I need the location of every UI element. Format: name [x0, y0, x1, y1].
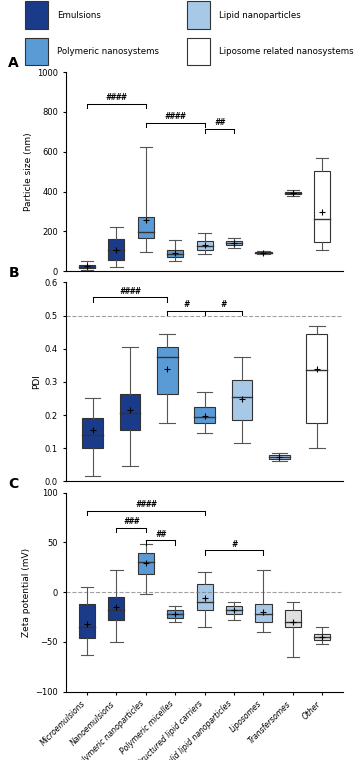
Text: #: # — [232, 540, 237, 549]
FancyBboxPatch shape — [314, 634, 330, 640]
FancyBboxPatch shape — [108, 239, 125, 260]
FancyBboxPatch shape — [25, 37, 48, 65]
Text: #: # — [183, 300, 188, 309]
Text: #: # — [221, 300, 226, 309]
Text: B: B — [8, 267, 19, 280]
FancyBboxPatch shape — [285, 192, 301, 194]
Text: C: C — [8, 477, 19, 491]
Text: Lipid nanoparticles: Lipid nanoparticles — [219, 11, 301, 20]
FancyBboxPatch shape — [157, 347, 178, 394]
FancyBboxPatch shape — [232, 380, 252, 420]
Text: ####: #### — [106, 93, 127, 103]
Y-axis label: Particle size (nm): Particle size (nm) — [24, 132, 33, 211]
Y-axis label: Zeta potential (mV): Zeta potential (mV) — [22, 548, 31, 637]
FancyBboxPatch shape — [255, 604, 271, 622]
FancyBboxPatch shape — [187, 37, 210, 65]
Text: Emulsions: Emulsions — [57, 11, 101, 20]
FancyBboxPatch shape — [196, 584, 213, 610]
FancyBboxPatch shape — [167, 250, 183, 257]
FancyBboxPatch shape — [167, 610, 183, 618]
Text: Liposome related nanosystems: Liposome related nanosystems — [219, 47, 354, 55]
FancyBboxPatch shape — [285, 610, 301, 627]
FancyBboxPatch shape — [194, 407, 215, 423]
FancyBboxPatch shape — [25, 2, 48, 29]
FancyBboxPatch shape — [79, 264, 95, 268]
Text: ####: #### — [120, 287, 140, 296]
Text: Polymeric nanosystems: Polymeric nanosystems — [57, 47, 159, 55]
FancyBboxPatch shape — [108, 597, 125, 620]
FancyBboxPatch shape — [138, 217, 154, 238]
FancyBboxPatch shape — [138, 553, 154, 575]
Text: ###: ### — [123, 517, 139, 526]
FancyBboxPatch shape — [226, 241, 242, 245]
FancyBboxPatch shape — [79, 604, 95, 638]
FancyBboxPatch shape — [82, 418, 103, 448]
FancyBboxPatch shape — [314, 171, 330, 242]
FancyBboxPatch shape — [226, 606, 242, 614]
FancyBboxPatch shape — [120, 394, 140, 430]
Text: A: A — [8, 56, 19, 70]
FancyBboxPatch shape — [269, 455, 290, 459]
FancyBboxPatch shape — [307, 334, 327, 423]
Text: ##: ## — [214, 119, 225, 127]
Text: ####: #### — [165, 112, 186, 122]
FancyBboxPatch shape — [187, 2, 210, 29]
FancyBboxPatch shape — [255, 252, 271, 253]
Text: ####: #### — [135, 500, 156, 509]
FancyBboxPatch shape — [196, 241, 213, 249]
Text: ##: ## — [155, 530, 166, 539]
Y-axis label: PDI: PDI — [32, 375, 41, 389]
